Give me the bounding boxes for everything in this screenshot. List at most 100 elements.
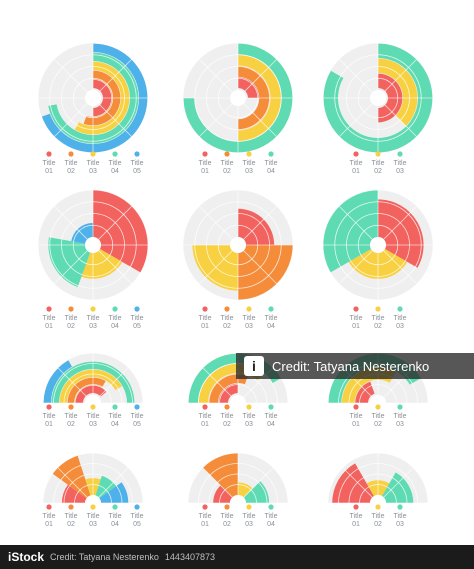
legend-label: 01	[352, 168, 360, 175]
grid-spoke	[57, 367, 88, 398]
legend-label: 03	[396, 323, 404, 330]
legend-label: 05	[133, 521, 141, 528]
legend-label: 02	[374, 521, 382, 528]
legend-label: Title	[65, 513, 78, 520]
legend-dot	[375, 404, 381, 410]
legend-label: Title	[87, 315, 100, 322]
radial-bar-3	[238, 54, 282, 142]
legend-label: Title	[350, 513, 363, 520]
stock-footer: iStock Credit: Tatyana Nesterenko 144340…	[0, 545, 474, 569]
legend-label: 04	[267, 521, 275, 528]
legend-label: Title	[372, 513, 385, 520]
chart-hub	[230, 495, 246, 511]
polar-sector-1	[332, 463, 374, 503]
grid-spoke	[338, 58, 373, 93]
grid-spoke	[338, 250, 373, 285]
legend-dot	[90, 404, 96, 410]
legend-label: Title	[394, 413, 407, 420]
polar-sector-1	[213, 485, 233, 503]
legend-label: Title	[199, 160, 212, 167]
legend-label: Title	[87, 513, 100, 520]
legend-dot	[397, 504, 403, 510]
chart-hub	[85, 395, 101, 411]
radial-bar-1	[93, 79, 112, 117]
grid-spoke	[98, 367, 129, 398]
chart-hub	[85, 495, 101, 511]
legend-label: Title	[350, 160, 363, 167]
grid-spoke	[383, 205, 418, 240]
legend-label: Title	[221, 413, 234, 420]
legend-label: Title	[221, 315, 234, 322]
legend-label: 04	[111, 421, 119, 428]
legend-label: 03	[396, 521, 404, 528]
legend-dot	[90, 306, 96, 312]
footer-brand: iStock	[8, 550, 45, 564]
legend-label: Title	[243, 160, 256, 167]
legend-dot	[134, 504, 140, 510]
legend-label: Title	[109, 513, 122, 520]
grid-spoke	[383, 467, 414, 498]
legend-dot	[134, 404, 140, 410]
legend-label: Title	[265, 160, 278, 167]
grid-spoke	[98, 58, 133, 93]
grid-spoke	[53, 250, 88, 285]
polar-sector-2	[81, 249, 123, 279]
legend-label: Title	[87, 413, 100, 420]
grid-spoke	[202, 467, 233, 498]
legend-label: 02	[67, 323, 75, 330]
legend-dot	[202, 404, 208, 410]
legend-dot	[68, 504, 74, 510]
legend-label: Title	[43, 315, 56, 322]
polar-sector-1	[93, 190, 148, 273]
legend-dot	[134, 306, 140, 312]
legend-label: 03	[245, 168, 253, 175]
legend-label: Title	[350, 315, 363, 322]
watermark-logo-icon: i	[244, 356, 264, 376]
legend-dot	[202, 151, 208, 157]
legend-label: Title	[265, 513, 278, 520]
chart-hub	[85, 90, 101, 106]
legend-dot	[246, 404, 252, 410]
legend-label: Title	[65, 160, 78, 167]
legend-label: 01	[45, 323, 53, 330]
legend-dot	[112, 151, 118, 157]
legend-dot	[112, 404, 118, 410]
legend-dot	[68, 151, 74, 157]
legend-dot	[397, 404, 403, 410]
legend-dot	[224, 404, 230, 410]
legend-label: Title	[199, 413, 212, 420]
grid-spoke	[243, 103, 278, 138]
legend-dot	[246, 306, 252, 312]
grid-spoke	[243, 58, 278, 93]
chart-hub	[370, 495, 386, 511]
legend-dot	[224, 504, 230, 510]
legend-label: Title	[65, 315, 78, 322]
grid-spoke	[198, 205, 233, 240]
polar-sector-1	[61, 484, 87, 503]
legend-dot	[375, 306, 381, 312]
legend-label: Title	[43, 160, 56, 167]
legend-dot	[68, 306, 74, 312]
legend-label: 01	[201, 421, 209, 428]
legend-label: Title	[243, 413, 256, 420]
legend-label: Title	[43, 513, 56, 520]
grid-spoke	[98, 103, 133, 138]
grid-spoke	[338, 205, 373, 240]
polar-sector-4	[95, 475, 117, 499]
